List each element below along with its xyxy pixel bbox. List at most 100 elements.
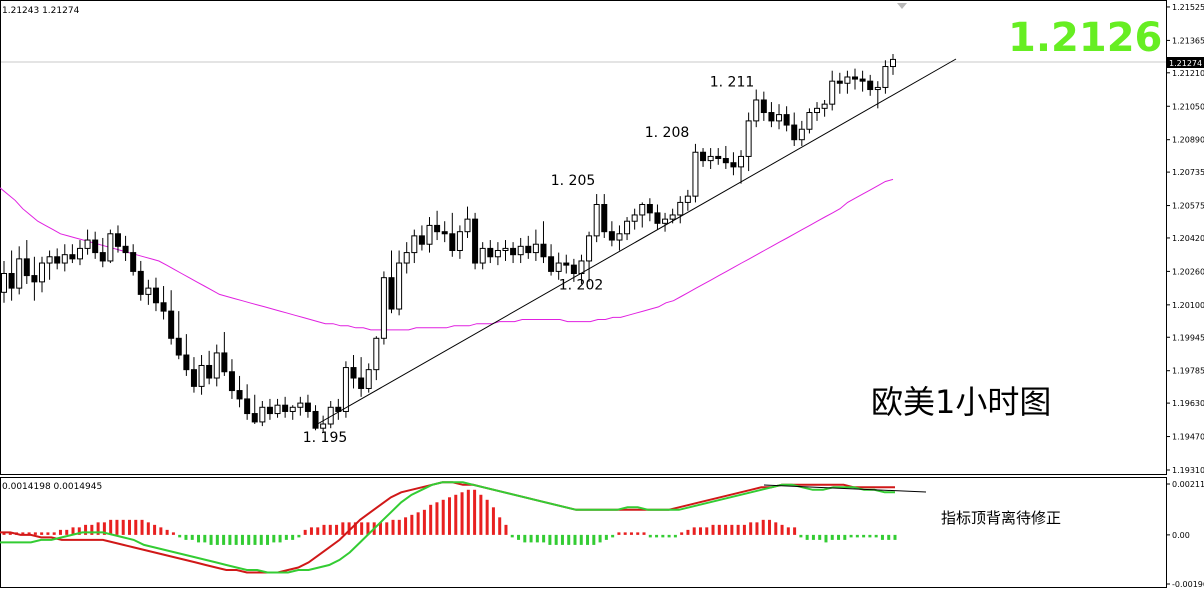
candle [677, 196, 684, 224]
candle-body [114, 233, 121, 247]
macd-histogram-bar [686, 529, 690, 535]
macd-histogram-bar [705, 527, 709, 535]
candle-body [304, 402, 311, 412]
macd-histogram-bar [65, 529, 69, 535]
macd-histogram-bar [441, 499, 445, 535]
macd-histogram-bar [272, 534, 276, 543]
macd-tick-label: -0.00196 [1172, 580, 1204, 589]
candle-body [753, 99, 760, 122]
candle [783, 106, 790, 132]
price-tick-label: 1.20735 [1172, 168, 1204, 177]
candle [221, 332, 228, 376]
candle-body [418, 235, 425, 245]
macd-histogram-bar [21, 532, 25, 535]
macd-tick-label: 0.00211 [1172, 480, 1204, 489]
macd-histogram-bar [862, 534, 866, 538]
macd-histogram-bar [140, 519, 144, 535]
candle [844, 70, 851, 94]
macd-histogram-bar [874, 534, 878, 538]
candle-body [358, 377, 365, 389]
candle-body [23, 258, 30, 277]
macd-histogram-bar [197, 534, 201, 543]
candle [715, 148, 722, 165]
candle-body [783, 114, 790, 126]
candle [776, 104, 783, 130]
moving-average-layer [0, 178, 894, 331]
candle [890, 53, 896, 75]
macd-histogram-bar [253, 534, 257, 545]
macd-histogram-bar [830, 534, 834, 540]
candle-body [99, 252, 106, 262]
macd-histogram-bar [109, 519, 113, 535]
candle-body [54, 256, 61, 264]
candle-body [563, 262, 570, 266]
candle-body [289, 406, 296, 412]
candle-body [722, 158, 729, 164]
candle [882, 60, 889, 94]
candle-body [654, 212, 661, 224]
candle [312, 405, 319, 431]
candle [806, 108, 813, 134]
candle [548, 244, 555, 276]
macd-histogram-bar [648, 534, 652, 538]
candle-body [624, 220, 631, 235]
candle [487, 240, 494, 264]
macd-histogram-bar [868, 534, 872, 538]
candle-body [221, 352, 228, 373]
candle-body [517, 245, 524, 256]
price-panel-frame [0, 0, 1167, 475]
macd-histogram-bar [127, 519, 131, 535]
macd-histogram-bar [422, 509, 426, 535]
last-price-box [1167, 57, 1204, 68]
candle [84, 229, 91, 255]
macd-histogram-bar [303, 529, 307, 535]
candle-body [738, 155, 745, 168]
price-tick-label: 1.20260 [1172, 267, 1204, 276]
macd-histogram-bar [466, 489, 470, 535]
candle-body [456, 231, 463, 251]
candle [555, 252, 562, 280]
candle [190, 357, 197, 393]
candle [23, 240, 30, 284]
macd-histogram-bar [46, 532, 50, 535]
candle [373, 336, 380, 381]
candle-body [791, 124, 798, 141]
candle-body [601, 204, 608, 233]
candle-body [213, 352, 220, 379]
macd-histogram-bar [736, 524, 740, 535]
candle-body [335, 406, 342, 412]
macd-histogram-bar [479, 494, 483, 535]
macd-histogram-bar [855, 534, 859, 538]
candle [449, 212, 456, 257]
macd-histogram-bar [347, 522, 351, 535]
macd-histogram-bar [121, 519, 125, 535]
macd-histogram-bar [322, 524, 326, 535]
candle-body [8, 272, 15, 289]
macd-histogram-bar [573, 534, 577, 545]
candle [745, 112, 752, 172]
macd-histogram-bar [623, 532, 627, 535]
candle-body [365, 369, 372, 389]
candle [593, 194, 600, 243]
macd-histogram-bar [40, 532, 44, 535]
candle-body [821, 103, 828, 109]
shift-marker-icon [897, 3, 907, 9]
candle-body [137, 270, 144, 295]
price-tick-label: 1.20420 [1172, 234, 1204, 243]
candle-body [31, 275, 38, 283]
candle [494, 242, 501, 266]
candle-body [730, 162, 737, 168]
candle [297, 396, 304, 416]
macd-histogram-bar [378, 522, 382, 535]
candle [472, 212, 479, 270]
candle [251, 394, 258, 425]
candle-body [510, 247, 517, 256]
candle [46, 250, 53, 280]
annotations-layer: 1. 195 1. 202 1. 205 1. 208 1. 211 [303, 75, 755, 447]
candle [289, 405, 296, 420]
candle [867, 74, 874, 96]
candle-body [472, 218, 479, 264]
candle [532, 229, 539, 261]
candle [434, 210, 441, 241]
candle [358, 357, 365, 397]
